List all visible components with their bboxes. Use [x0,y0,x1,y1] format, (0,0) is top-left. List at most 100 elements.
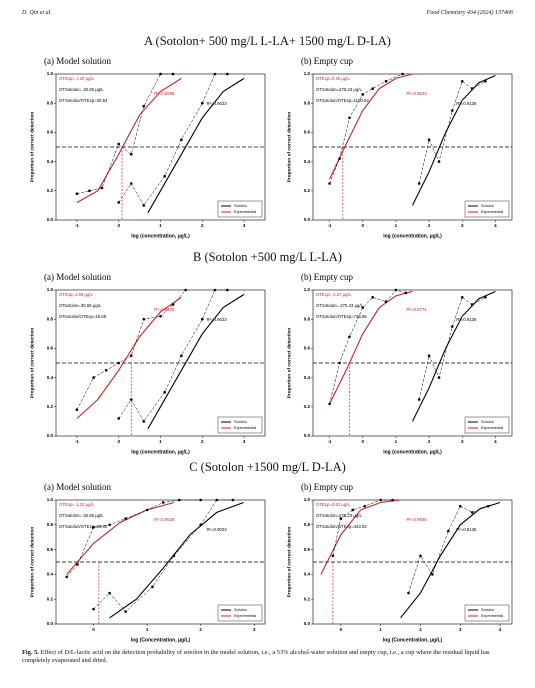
data-line [76,73,174,194]
data-point [231,498,235,502]
chart-title: (a) Model solution [44,56,111,66]
y-tick-label: 0.8 [304,522,311,527]
annotation: OTSotolon/OTExp=29.60 [59,524,108,529]
y-tick-label: 0.2 [47,596,54,601]
y-tick-label: 0.8 [304,316,311,321]
y-tick-label: 0.4 [47,572,54,577]
annotation: R²=0.9136 [456,527,477,532]
data-point [159,314,162,318]
data-point [338,361,341,365]
y-tick-label: 0.0 [304,433,311,438]
data-point [108,523,111,527]
data-point [328,182,331,185]
legend-label: Experimental [481,426,503,430]
y-tick-label: 0.2 [304,596,311,601]
legend-label: Experimental [234,614,256,618]
data-point [129,354,133,357]
x-tick-label: 1 [395,223,398,228]
x-axis-label: log (concentration, μg/L) [383,449,442,455]
annotation: OTsotolon=30.65 μg/L [59,303,102,308]
y-tick-label: 0.6 [47,346,54,351]
data-point [363,504,367,508]
section-title: A (Sotolon+ 500 mg/L L-LA+ 1500 mg/L D-L… [144,34,391,48]
data-point [417,398,421,401]
data-point [142,204,146,207]
y-tick-label: 0.8 [47,100,54,105]
data-line [418,296,486,400]
data-point [129,182,133,185]
legend-box [464,200,510,218]
data-point [394,288,398,292]
data-point [199,523,202,527]
data-point [470,303,474,306]
fit-curve [412,290,496,422]
data-line [418,80,486,184]
caption-text: Effect of D/L-lactic acid on the detecti… [22,649,490,664]
data-point [427,354,431,357]
legend-label: Sotolon [481,420,494,424]
annotation: OTSotolon= 275.23 μg/L [316,303,364,308]
data-point [331,554,335,558]
fit-curve [147,77,245,213]
fit-curve [329,290,413,405]
x-tick-label: -1 [328,223,332,228]
annotation: OTsotolon/OTExp=15.69 [59,314,107,319]
y-axis-label: Proportion of correct detection [286,328,292,399]
data-point [427,138,431,141]
fit-curve [412,74,496,206]
data-point [75,192,79,196]
y-axis-label: Proportion of correct detection [286,112,292,183]
y-tick-label: 0.6 [304,346,311,351]
data-point [338,157,341,160]
data-point [199,498,202,502]
data-point [213,288,217,292]
annotation: R²=0.8771 [407,307,428,312]
data-point [159,72,162,76]
data-point [484,296,487,299]
data-point [201,101,204,105]
data-point [117,417,120,420]
data-point [384,80,388,83]
x-tick-label: 3 [461,223,464,228]
data-line [118,289,228,422]
y-tick-label: 0.8 [47,522,54,527]
data-point [404,291,408,295]
data-point [431,573,434,576]
y-tick-label: 0.4 [304,572,311,577]
caption-label: Fig. 5. [22,649,39,656]
chart: (b) Empty cup 0.0 0.2 0.4 0.6 0.8 1.0 -1 0 1 2 3 4 lo… [286,272,513,455]
y-tick-label: 0.0 [304,217,311,222]
annotation: OTSotolon=275.23 μg/L [316,513,362,518]
data-point [92,607,95,611]
x-tick-label: 4 [494,439,497,444]
annotation: OTSotolon=275.23 μg/L [316,87,362,92]
x-tick-label: 1 [159,439,162,444]
data-point [484,80,487,83]
y-tick-label: 1.0 [304,287,311,292]
x-tick-label: 0 [361,223,364,228]
x-tick-label: 1 [379,627,382,632]
chart-title: (b) Empty cup [301,56,353,66]
fit-curve [320,499,401,575]
data-point [104,369,108,372]
data-point [180,354,183,357]
data-point [470,87,474,90]
x-tick-label: -1 [75,223,79,228]
x-tick-label: -1 [75,439,79,444]
x-tick-label: 2 [199,627,202,632]
annotation: OTSotolon/OTExp=743.86 [316,314,367,319]
annotation: OTSotolon/OTExp=30.54 [59,98,108,103]
legend-box [217,200,263,218]
x-axis-label: log (concentration, μg/L) [383,233,442,239]
y-tick-label: 0.4 [47,375,54,380]
data-point [215,498,219,502]
annotation: OTSotolon/OTExp=1100.92 [316,98,369,103]
y-tick-label: 0.2 [304,188,311,193]
data-point [351,508,355,512]
data-point [361,93,365,96]
chart: (b) Empty cup 0.0 0.2 0.4 0.6 0.8 1.0 -1 0 1 2 3 4 lo… [286,56,513,239]
data-point [65,575,69,579]
annotation: OTExp=1.96 μg/L [59,292,93,297]
x-tick-label: 2 [428,223,431,228]
